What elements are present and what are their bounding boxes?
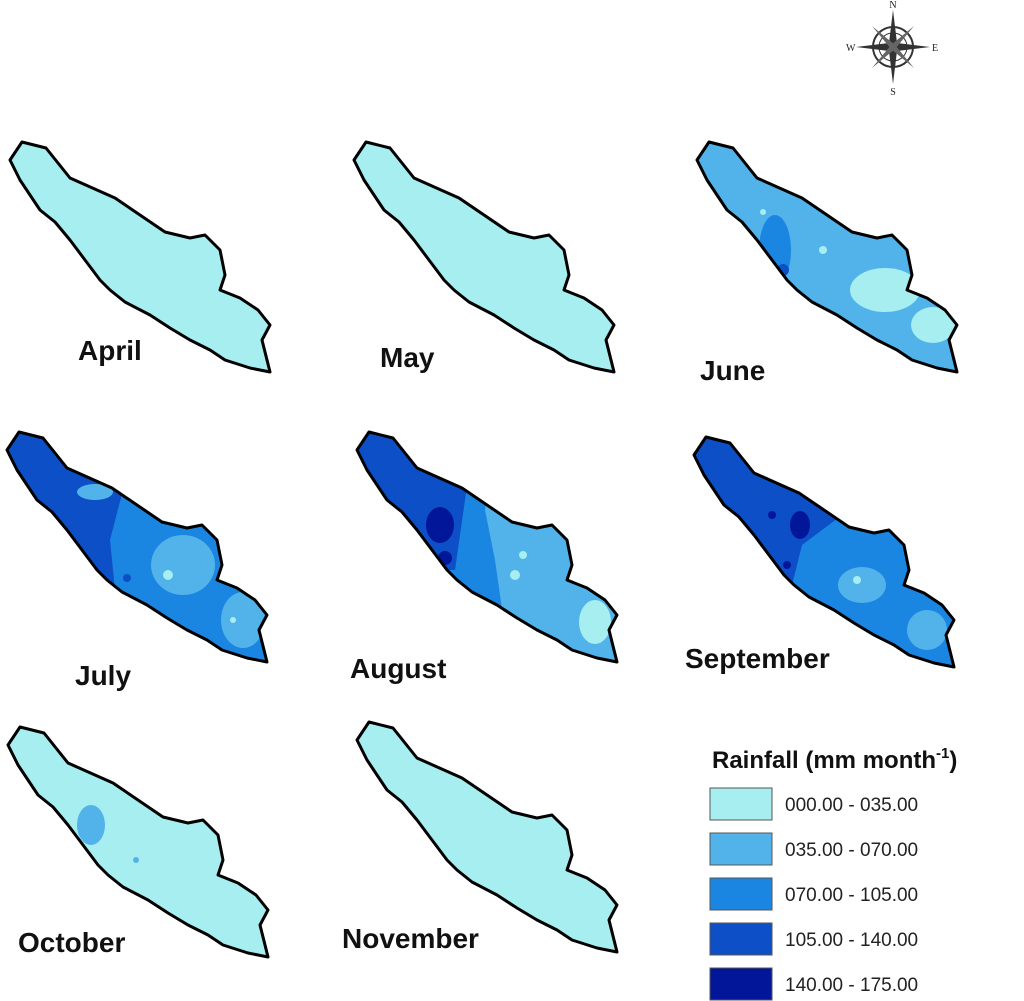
map-label: August xyxy=(350,653,446,684)
map-panel xyxy=(692,435,956,669)
map-label: September xyxy=(685,643,830,674)
legend-label: 000.00 - 035.00 xyxy=(785,795,918,816)
compass-letter: W xyxy=(846,43,856,54)
map-panel xyxy=(355,430,619,664)
map-label: May xyxy=(380,342,435,373)
compass-letter: S xyxy=(890,87,896,98)
legend-label: 070.00 - 105.00 xyxy=(785,885,918,906)
legend-title-text: Rainfall (mm month xyxy=(712,747,936,774)
legend-swatch xyxy=(709,787,773,821)
map-label: June xyxy=(700,355,765,386)
legend-swatch xyxy=(709,967,773,1001)
map-label: October xyxy=(18,927,125,958)
legend-label: 105.00 - 140.00 xyxy=(785,930,918,951)
compass-letter: N xyxy=(889,0,896,11)
legend-swatch xyxy=(709,877,773,911)
legend-title-superscript: -1 xyxy=(936,745,949,762)
compass: N S E W xyxy=(846,0,938,98)
map-panel xyxy=(695,140,959,374)
map-label: July xyxy=(75,660,131,691)
map-panel xyxy=(8,140,272,374)
map-label: November xyxy=(342,923,479,954)
legend-title-end: ) xyxy=(949,747,957,774)
map-label: April xyxy=(78,335,142,366)
legend: Rainfall (mm month-1) 000.00 - 035.00 035… xyxy=(709,745,957,1001)
legend-label: 140.00 - 175.00 xyxy=(785,975,918,996)
map-panel xyxy=(5,430,269,664)
compass-letter: E xyxy=(932,43,938,54)
legend-title: Rainfall (mm month-1) xyxy=(712,745,957,774)
legend-label: 035.00 - 070.00 xyxy=(785,840,918,861)
legend-swatch xyxy=(709,922,773,956)
legend-swatch xyxy=(709,832,773,866)
